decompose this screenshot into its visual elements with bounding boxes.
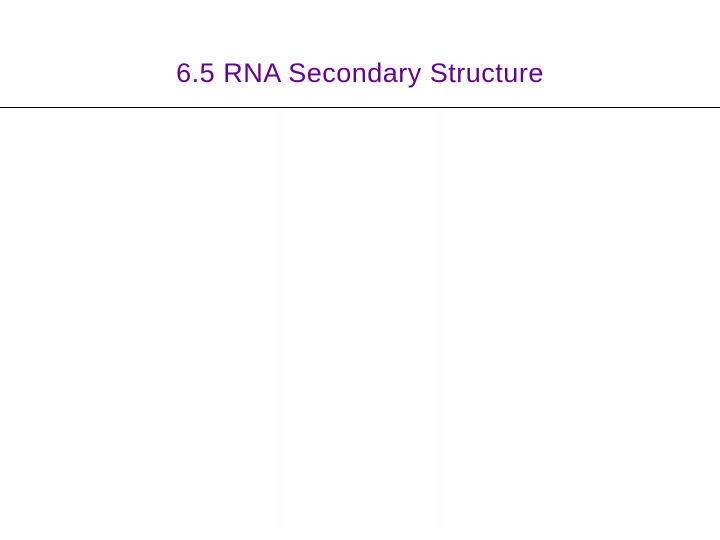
content-area bbox=[0, 108, 720, 528]
decorative-band bbox=[270, 108, 290, 528]
slide-title: 6.5 RNA Secondary Structure bbox=[0, 58, 720, 89]
slide-container: 6.5 RNA Secondary Structure bbox=[0, 0, 720, 540]
decorative-band bbox=[430, 108, 450, 528]
title-area: 6.5 RNA Secondary Structure bbox=[0, 0, 720, 107]
